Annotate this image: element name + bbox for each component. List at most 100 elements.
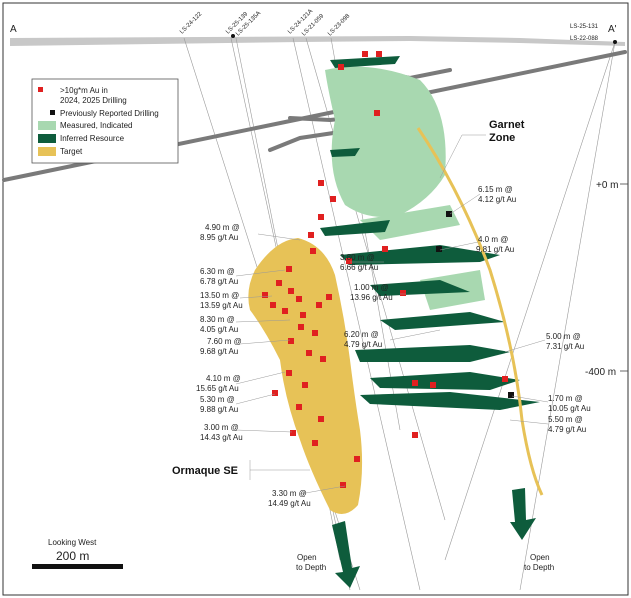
intercept-label: 5.30 m @ — [200, 395, 235, 404]
intercept-marker — [376, 51, 382, 57]
resource-block — [370, 280, 470, 296]
drillhole-label: LS-22-088 — [570, 36, 599, 42]
intercept-marker — [286, 370, 292, 376]
intercept-marker — [400, 290, 406, 296]
intercept-label: 3.80 m @ — [340, 253, 375, 262]
collar-marker — [231, 34, 235, 38]
depth-note: to Depth — [296, 563, 326, 572]
drill-trace — [519, 41, 616, 591]
scale-bar — [32, 564, 123, 569]
legend-label: Previously Reported Drilling — [60, 109, 159, 118]
intercept-label: 6.30 m @ — [200, 267, 235, 276]
intercept-marker — [320, 356, 326, 362]
intercept-marker — [346, 258, 352, 264]
intercept-marker — [276, 280, 282, 286]
intercept-marker — [288, 288, 294, 294]
view-direction-label: Looking West — [48, 538, 97, 547]
topography-surface — [10, 36, 625, 46]
intercept-label: 4.05 g/t Au — [200, 325, 238, 334]
intercept-label: 14.43 g/t Au — [200, 433, 243, 442]
intercept-label: 8.95 g/t Au — [200, 233, 238, 242]
legend-swatch — [50, 110, 55, 115]
intercept-marker — [318, 214, 324, 220]
label-leaders — [235, 134, 549, 495]
legend-swatch — [38, 121, 56, 130]
intercept-marker — [272, 390, 278, 396]
intercept-label: 8.30 m @ — [200, 315, 235, 324]
intercept-marker — [290, 430, 296, 436]
inferred-resource — [320, 56, 540, 410]
intercept-marker — [296, 296, 302, 302]
intercept-marker — [270, 302, 276, 308]
intercept-label: 9.88 g/t Au — [200, 405, 238, 414]
intercept-label: 1.00 m @ — [354, 283, 389, 292]
intercept-label: 6.78 g/t Au — [200, 277, 238, 286]
legend-swatch — [38, 87, 43, 92]
depth-arrows — [332, 488, 536, 588]
intercept-label: 13.50 m @ — [200, 291, 239, 300]
garnet-zone-label: Zone — [489, 132, 515, 144]
legend-label: Inferred Resource — [60, 134, 125, 143]
legend: >10g*m Au in 2024, 2025 Drilling Previou… — [31, 78, 179, 164]
intercept-label: 4.0 m @ — [478, 235, 508, 244]
garnet-zone-trace — [416, 127, 544, 496]
intercept-marker — [300, 312, 306, 318]
intercept-marker — [338, 64, 344, 70]
intercept-marker — [318, 180, 324, 186]
legend-label: Measured, Indicated — [60, 121, 133, 130]
down-arrow-icon — [510, 488, 536, 540]
intercept-label: 3.30 m @ — [272, 489, 307, 498]
intercept-marker — [302, 382, 308, 388]
intercept-label: 5.50 m @ — [548, 415, 583, 424]
intercept-label: 10.05 g/t Au — [548, 404, 591, 413]
resource-block — [340, 245, 500, 265]
intercept-marker — [502, 376, 508, 382]
section-start-label: A — [10, 24, 17, 35]
drill-trace — [292, 37, 421, 591]
intercept-label: 1.70 m @ — [548, 394, 583, 403]
intercept-marker — [308, 232, 314, 238]
drill-trace — [444, 41, 616, 561]
intercept-marker — [430, 382, 436, 388]
intercept-label: 9.81 g/t Au — [476, 245, 514, 254]
legend-label: >10g*m Au in — [60, 86, 108, 95]
intercept-marker — [306, 350, 312, 356]
intercept-label: 13.96 g/t Au — [350, 293, 393, 302]
intercept-label: 4.79 g/t Au — [548, 425, 586, 434]
resource-block — [330, 56, 400, 68]
intercept-marker — [312, 440, 318, 446]
intercept-label: 7.60 m @ — [207, 337, 242, 346]
intercept-label: 4.10 m @ — [206, 374, 241, 383]
intercept-marker — [412, 432, 418, 438]
previous-marker — [446, 211, 452, 217]
new-intercepts — [262, 51, 508, 488]
intercept-label: 13.59 g/t Au — [200, 301, 243, 310]
intercept-marker — [382, 246, 388, 252]
collar-marker — [613, 40, 617, 44]
legend-swatch — [38, 147, 56, 156]
resource-block — [380, 312, 505, 330]
intercept-marker — [316, 302, 322, 308]
ormaque-se-label: Ormaque SE — [172, 465, 238, 477]
intercept-marker — [340, 482, 346, 488]
intercept-marker — [282, 308, 288, 314]
intercept-marker — [298, 324, 304, 330]
legend-swatch — [38, 134, 56, 143]
depth-note: Open — [297, 553, 317, 562]
intercept-label: 14.49 g/t Au — [268, 499, 311, 508]
intercept-marker — [354, 456, 360, 462]
depth-note: Open — [530, 553, 550, 562]
intercept-label: 6.15 m @ — [478, 185, 513, 194]
intercept-marker — [374, 110, 380, 116]
depth-note: to Depth — [524, 563, 554, 572]
previous-marker — [436, 246, 442, 252]
intercept-marker — [318, 416, 324, 422]
intercept-label: 4.79 g/t Au — [344, 340, 382, 349]
intercept-label: 4.12 g/t Au — [478, 195, 516, 204]
ormaque-target-zone — [248, 238, 363, 514]
intercept-marker — [326, 294, 332, 300]
elevation-label: -400 m — [585, 367, 616, 378]
intercept-marker — [296, 404, 302, 410]
intercept-label: 6.20 m @ — [344, 330, 379, 339]
